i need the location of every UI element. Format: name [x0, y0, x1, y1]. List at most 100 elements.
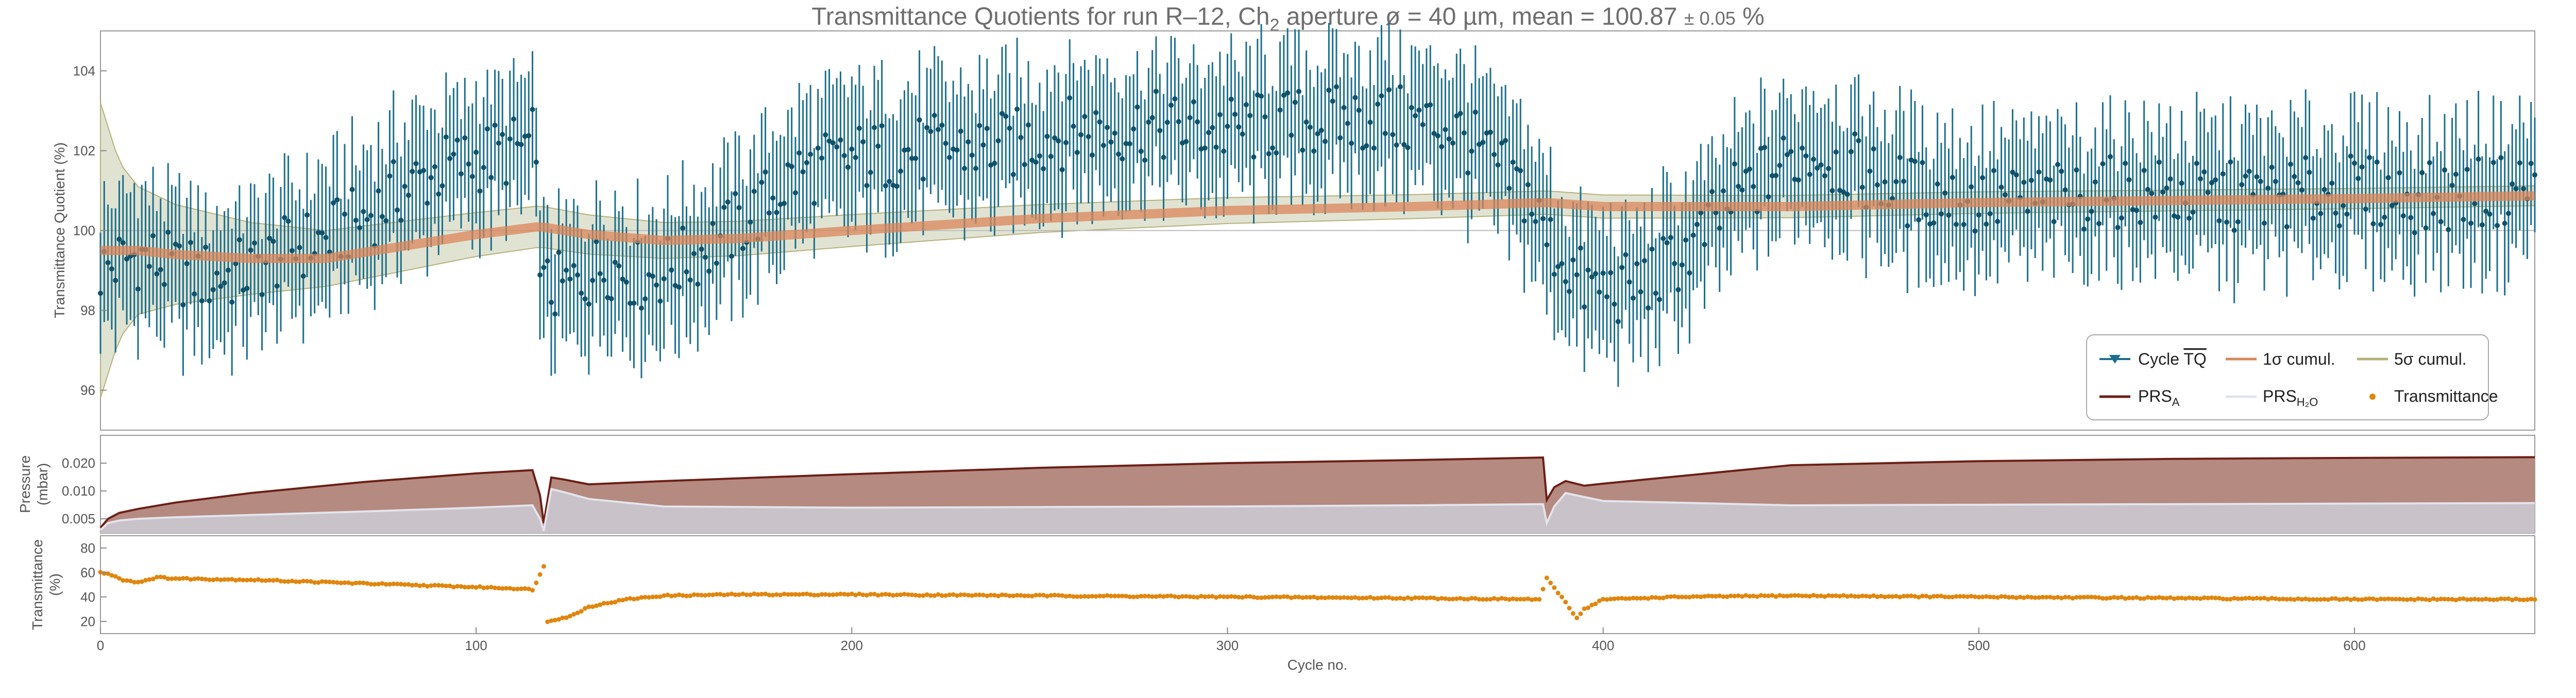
tq-point — [439, 183, 445, 189]
tq-point — [2273, 179, 2278, 184]
x-tick-label: 200 — [841, 638, 863, 653]
tq-point — [1961, 222, 1967, 227]
transmittance-point — [1082, 594, 1087, 599]
transmittance-point — [1108, 593, 1113, 599]
panel-mid-plot — [99, 456, 2535, 533]
tq-point — [2487, 211, 2493, 217]
tq-point — [146, 264, 152, 269]
transmittance-point — [2014, 595, 2019, 600]
transmittance-point — [2502, 597, 2507, 602]
transmittance-point — [962, 592, 967, 598]
tq-point — [447, 156, 453, 161]
transmittance-point — [590, 604, 595, 609]
tq-point — [1082, 114, 1088, 120]
transmittance-point — [121, 578, 126, 583]
transmittance-point — [647, 595, 652, 600]
transmittance-point — [691, 592, 697, 597]
transmittance-point — [260, 578, 265, 583]
transmittance-point — [1819, 593, 1824, 599]
tq-point — [379, 214, 385, 219]
legend-item-transmittance: Transmittance — [2369, 387, 2498, 405]
tq-point — [2397, 170, 2402, 176]
tq-point — [1829, 188, 1835, 194]
tq-point — [1499, 140, 1504, 146]
transmittance-point — [2341, 597, 2346, 602]
tq-point — [1931, 220, 1937, 226]
transmittance-point — [184, 575, 190, 581]
tq-point — [1213, 144, 1219, 150]
transmittance-point — [1875, 594, 1880, 600]
tq-point — [1998, 184, 2004, 190]
transmittance-point — [1401, 596, 1406, 601]
transmittance-point — [932, 593, 937, 598]
tq-point — [2367, 155, 2372, 160]
transmittance-point — [2190, 595, 2195, 601]
tq-point — [1097, 119, 1103, 125]
transmittance-point — [342, 580, 347, 585]
transmittance-point — [395, 582, 400, 587]
transmittance-point — [2078, 594, 2083, 600]
tq-point — [1390, 132, 1396, 138]
tq-point — [2209, 180, 2214, 185]
tq-point — [511, 116, 517, 122]
transmittance-point — [733, 592, 738, 598]
transmittance-point — [1202, 594, 1208, 600]
tq-point — [1679, 262, 1685, 268]
transmittance-point — [241, 577, 246, 583]
tq-point — [894, 183, 900, 189]
tq-point — [782, 200, 787, 206]
tq-point — [917, 117, 922, 123]
transmittance-point — [1829, 593, 1835, 599]
transmittance-point — [1488, 597, 1493, 602]
transmittance-point — [909, 592, 914, 598]
transmittance-point — [894, 592, 900, 598]
transmittance-point — [1352, 595, 1358, 600]
tq-point — [1608, 270, 1614, 276]
tq-point — [2216, 218, 2222, 224]
legend-item-prsh2o: PRSH₂O — [2226, 387, 2318, 408]
tq-point — [1326, 88, 1332, 93]
transmittance-point — [1480, 597, 1485, 602]
tq-point — [364, 217, 370, 223]
tq-point — [2423, 225, 2429, 231]
transmittance-point — [1056, 593, 1061, 598]
transmittance-point — [1680, 594, 1685, 600]
transmittance-point — [252, 577, 257, 583]
transmittance-point — [293, 579, 298, 584]
tq-point — [274, 283, 280, 289]
tq-point — [1555, 264, 1561, 269]
transmittance-point — [1086, 594, 1091, 599]
tq-point — [2175, 214, 2181, 220]
transmittance-point — [1665, 594, 1670, 600]
transmittance-point — [1935, 593, 1940, 599]
transmittance-point — [391, 581, 396, 586]
transmittance-point — [1803, 593, 1808, 599]
tq-point — [1413, 113, 1418, 118]
tq-point — [819, 155, 824, 161]
transmittance-point — [1191, 594, 1196, 600]
tq-point — [980, 142, 986, 148]
tq-point — [1604, 294, 1609, 300]
tq-point — [1612, 301, 1617, 307]
tq-point — [1063, 140, 1069, 145]
tq-point — [2187, 215, 2192, 221]
tq-point — [2299, 187, 2304, 193]
transmittance-point — [1540, 587, 1546, 592]
transmittance-point — [180, 576, 185, 581]
tq-point — [1540, 216, 1546, 222]
transmittance-point — [1405, 595, 1410, 600]
tq-point — [1472, 109, 1478, 115]
tq-point — [564, 267, 569, 273]
tq-point — [1721, 188, 1726, 194]
tq-point — [1375, 101, 1381, 107]
transmittance-point — [447, 583, 452, 588]
tq-point — [1781, 135, 1786, 141]
tq-point — [1574, 272, 1580, 278]
tq-point — [1638, 289, 1643, 295]
tq-point — [1867, 168, 1873, 174]
transmittance-point — [2386, 596, 2391, 601]
y-tick-label-top: 104 — [73, 63, 95, 79]
x-tick-label: 400 — [1592, 638, 1614, 653]
tq-point — [150, 233, 156, 239]
transmittance-point — [613, 600, 618, 605]
